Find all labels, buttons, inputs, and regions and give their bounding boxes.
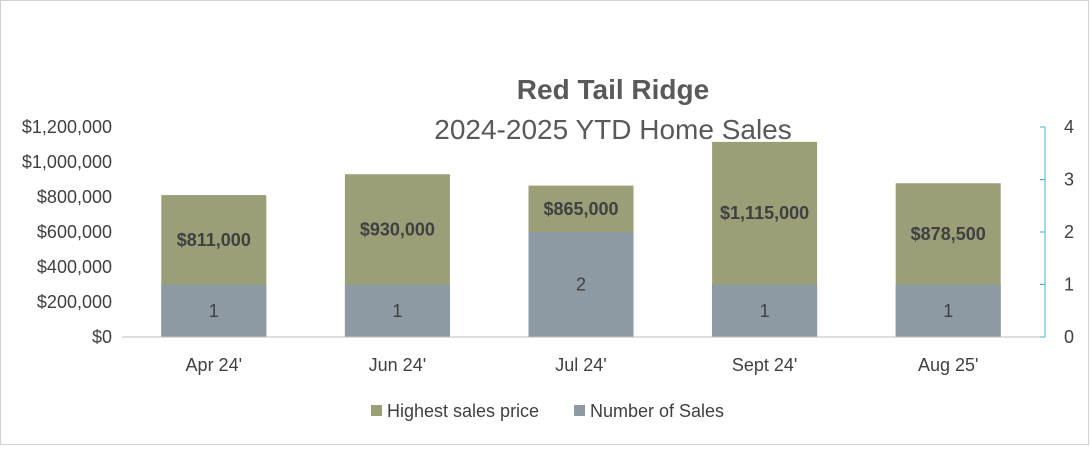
count-data-label: 1 <box>392 301 402 321</box>
y-left-tick-label: $400,000 <box>37 257 112 277</box>
chart-subtitle: 2024-2025 YTD Home Sales <box>434 114 791 145</box>
y-left-tick-label: $200,000 <box>37 292 112 312</box>
price-data-label: $930,000 <box>360 219 435 239</box>
y-right-tick-label: 3 <box>1064 170 1074 190</box>
legend: Highest sales price Number of Sales <box>371 401 724 421</box>
price-data-label: $1,115,000 <box>720 203 809 223</box>
legend-label-price: Highest sales price <box>387 401 539 421</box>
y-right-tick-label: 1 <box>1064 275 1074 295</box>
x-tick-label: Jul 24' <box>555 355 606 375</box>
y-right-tick-label: 2 <box>1064 222 1074 242</box>
x-tick-label: Jun 24' <box>369 355 426 375</box>
bar-number-of-sales <box>161 284 267 337</box>
legend-swatch-count <box>574 405 585 416</box>
y-left-tick-label: $1,000,000 <box>22 152 112 172</box>
x-tick-label: Apr 24' <box>186 355 242 375</box>
x-tick-label: Sept 24' <box>732 355 798 375</box>
y-right-tick-label: 0 <box>1064 327 1074 347</box>
price-data-label: $811,000 <box>177 230 251 250</box>
legend-label-count: Number of Sales <box>590 401 724 421</box>
price-data-label: $865,000 <box>543 199 618 219</box>
y-left-tick-label: $0 <box>92 327 112 347</box>
bar-number-of-sales <box>344 284 450 337</box>
count-data-label: 2 <box>576 275 586 295</box>
bar-number-of-sales <box>528 232 634 337</box>
y-left-tick-label: $1,200,000 <box>22 117 112 137</box>
x-tick-label: Aug 25' <box>918 355 979 375</box>
count-data-label: 1 <box>943 301 953 321</box>
count-data-label: 1 <box>209 301 219 321</box>
legend-swatch-price <box>371 405 382 416</box>
price-data-label: $878,500 <box>911 224 986 244</box>
y-left-tick-label: $800,000 <box>37 187 112 207</box>
y-left-tick-label: $600,000 <box>37 222 112 242</box>
chart-title: Red Tail Ridge <box>517 74 709 105</box>
bar-number-of-sales <box>712 284 818 337</box>
count-data-label: 1 <box>760 301 770 321</box>
bar-number-of-sales <box>895 284 1001 337</box>
y-right-tick-label: 4 <box>1064 117 1074 137</box>
